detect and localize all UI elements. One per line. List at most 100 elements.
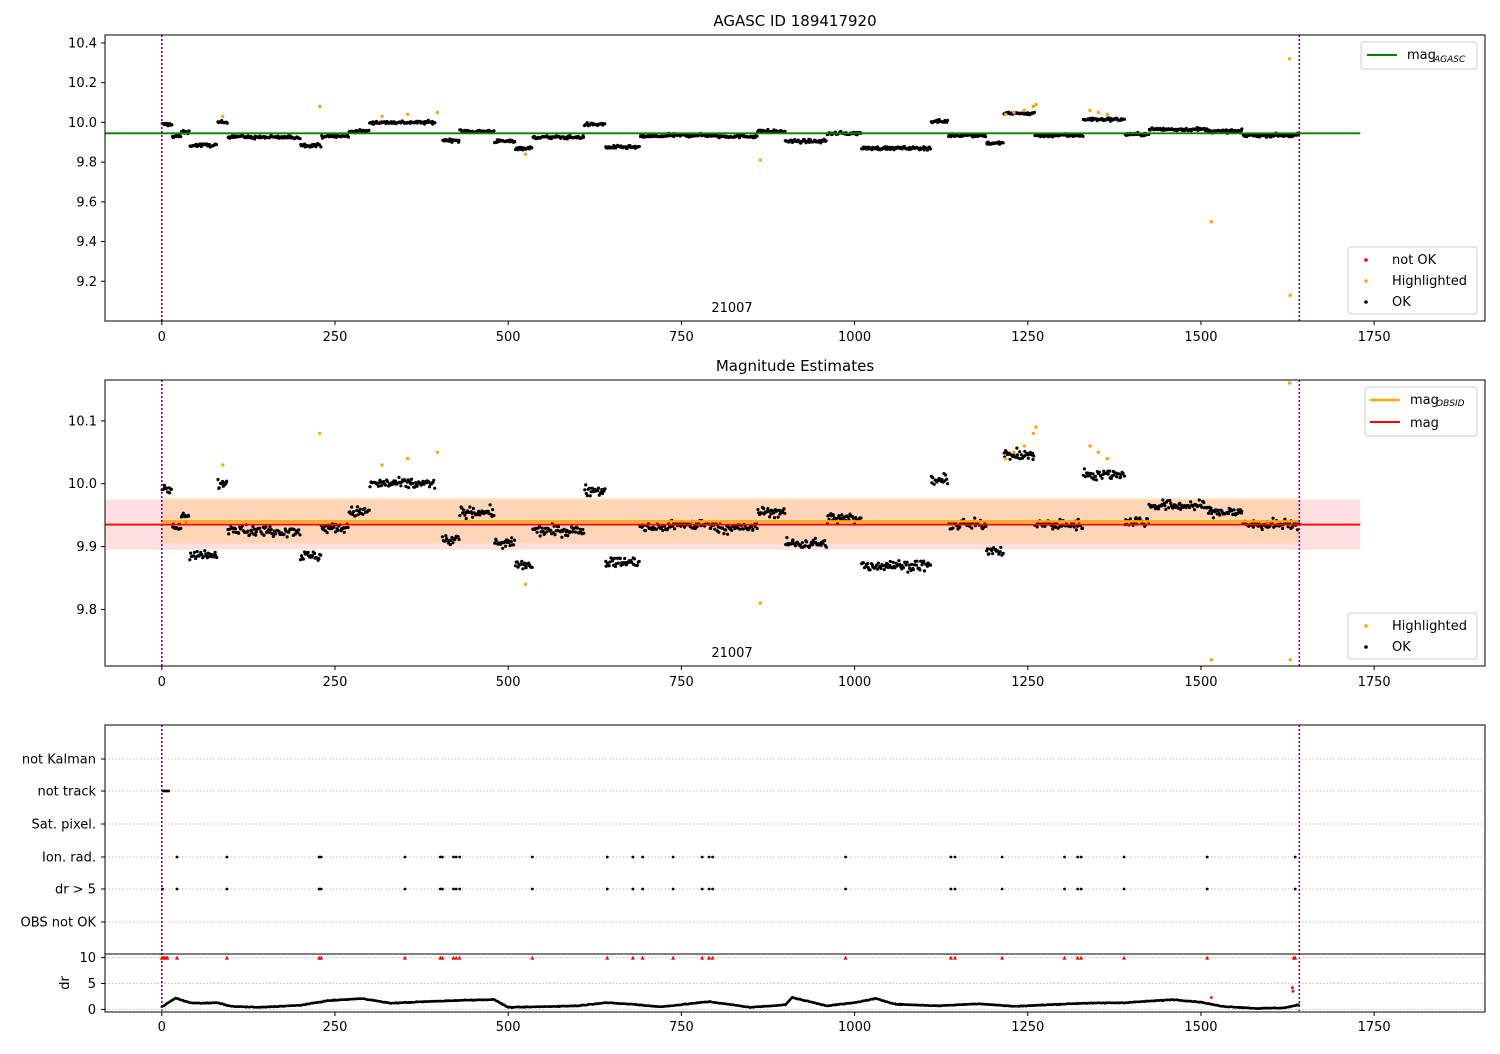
ok-point (468, 505, 472, 509)
ok-point (268, 525, 272, 529)
dr-outlier-point (1210, 996, 1213, 999)
highlighted-point (1012, 450, 1016, 454)
highlighted-point (1088, 108, 1092, 113)
flags-panel: not Kalman not track Sat. pixel. Ion. rad. d… (21, 724, 1486, 1012)
ok-point (440, 535, 444, 539)
ok-point (666, 526, 670, 531)
ok-point (945, 118, 950, 122)
ok-point (297, 528, 301, 532)
ok-point (310, 554, 314, 558)
y-tick-label: 10.4 (68, 36, 97, 51)
highlighted-legend-label: Highlighted (1392, 274, 1467, 289)
ok-point (914, 563, 919, 567)
ok-point (813, 536, 818, 540)
ok-point (299, 554, 304, 558)
flag-point (953, 887, 957, 891)
dr-clipped-marker (319, 955, 324, 960)
agasc-magnitude-panel: AGASC ID 189417920 0 250 500 750 1000 1250 150… (68, 12, 1486, 345)
ok-point (776, 515, 780, 519)
dr-point (1297, 1003, 1300, 1006)
ok-point (751, 527, 755, 532)
ok-point (588, 486, 592, 490)
x-tick-label: 250 (323, 1020, 348, 1035)
ok-point (973, 516, 977, 520)
ok-point (1167, 506, 1171, 510)
ok-point (943, 473, 948, 477)
ok-point (582, 531, 586, 535)
ok-point (603, 122, 607, 126)
flag-point (707, 855, 711, 859)
ok-point (1002, 451, 1006, 455)
ok-point (556, 525, 561, 529)
ok-point (1134, 516, 1138, 520)
ok-point (269, 528, 273, 532)
ok-point (530, 146, 534, 150)
ok-point (216, 477, 220, 482)
y-tick-label: 9.4 (76, 235, 97, 250)
flag-point (605, 887, 609, 891)
ok-point (596, 489, 600, 493)
ok-point (578, 527, 583, 532)
ok-point (162, 483, 166, 487)
ok-point (1093, 474, 1098, 478)
ok-point (951, 526, 955, 530)
ok-point (325, 531, 329, 535)
highlighted-point (523, 582, 528, 586)
magnitude-estimates-panel: Magnitude Estimates 0 250 500 750 1000 1250 15… (68, 357, 1486, 690)
ok-point (1240, 509, 1244, 514)
flag-point (531, 855, 534, 859)
ok-point (540, 526, 544, 530)
flag-point (641, 855, 644, 859)
x-tick-label: 250 (323, 330, 348, 345)
not-ok-legend-label: not OK (1392, 253, 1437, 268)
ok-point (306, 550, 310, 555)
ok-point (755, 526, 759, 531)
ok-point (1051, 527, 1055, 531)
y-tick-label: 10.0 (68, 116, 97, 131)
ok-point (296, 531, 300, 535)
ok-point (189, 551, 193, 555)
ok-point (187, 514, 191, 518)
ok-point (332, 525, 336, 529)
flag-point (1293, 855, 1297, 859)
ok-point (824, 139, 828, 143)
x-tick-label: 750 (669, 330, 694, 345)
ok-point (616, 561, 620, 565)
highlighted-point (1287, 381, 1292, 385)
ok-point (571, 530, 575, 534)
ok-point (1232, 508, 1236, 512)
ok-point (535, 530, 539, 534)
ok-point (1109, 476, 1113, 481)
ok-point (605, 561, 610, 565)
ok-point (282, 532, 286, 536)
x-tick-label: 500 (496, 330, 521, 345)
highlighted-point (1288, 658, 1293, 662)
ok-point (866, 562, 870, 566)
ok-point (803, 544, 807, 548)
ok-point (1163, 504, 1167, 508)
ok-point (267, 530, 271, 534)
dr-clipped-marker (1079, 955, 1084, 960)
flag-point (711, 855, 714, 859)
ok-point (382, 480, 386, 484)
ok-point (940, 477, 944, 481)
ok-point (1035, 525, 1039, 529)
y-tick-label: 10.1 (68, 414, 97, 429)
ok-point (695, 525, 699, 529)
highlighted-point (1096, 110, 1101, 115)
ok-point (267, 528, 271, 532)
ok-point (1094, 478, 1099, 482)
ok-point (931, 476, 935, 480)
ok-point (225, 121, 229, 125)
ok-point (179, 526, 183, 531)
highlighted-point (1105, 456, 1110, 461)
ok-point (1053, 525, 1057, 529)
ok-point (970, 526, 974, 530)
panel1-legend-top: mag AGASC (1360, 41, 1478, 70)
ok-point (181, 511, 185, 515)
ok-point (411, 481, 415, 485)
y-tick-label: 9.6 (76, 195, 97, 210)
ok-point (301, 557, 305, 561)
ok-point (1106, 472, 1110, 476)
ok-point (1164, 507, 1168, 511)
